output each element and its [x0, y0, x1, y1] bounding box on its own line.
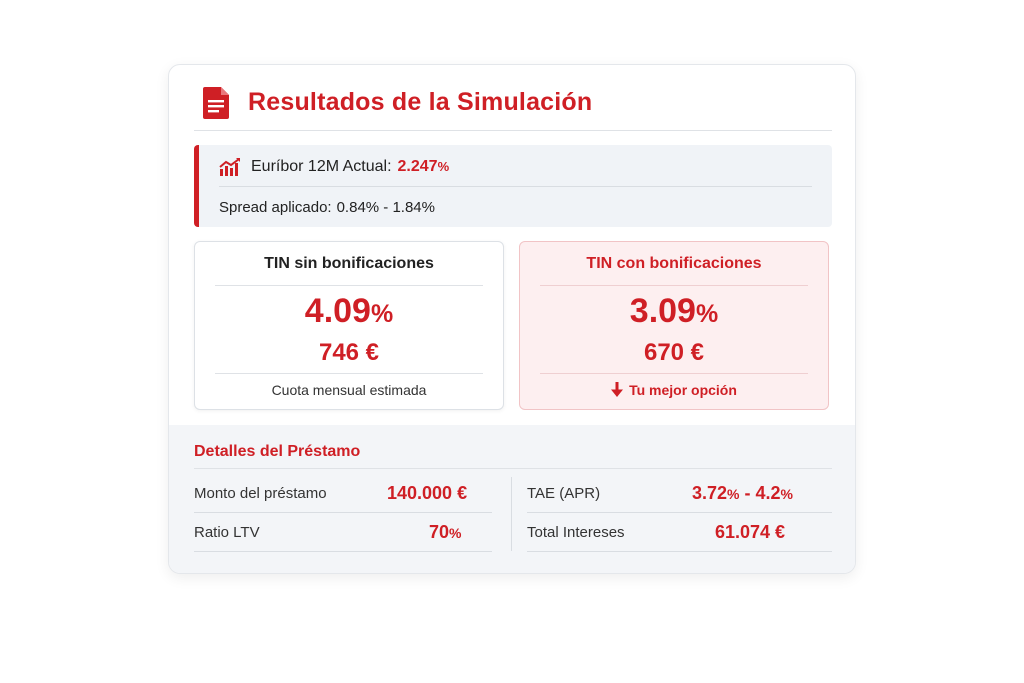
tin-with-fee: 670 € — [643, 339, 705, 366]
spread-label: Spread aplicado: — [219, 198, 332, 216]
detail-label: Monto del préstamo — [194, 484, 327, 502]
detail-label: TAE (APR) — [527, 484, 601, 502]
loan-details-title: Detalles del Préstamo — [194, 435, 832, 469]
tin-without-footer: Cuota mensual estimada — [215, 373, 483, 405]
detail-value: 3.72% - 4.2% — [692, 482, 793, 503]
tin-with-title: TIN con bonificaciones — [540, 242, 808, 286]
tin-without-rate: 4.09% — [304, 292, 394, 330]
detail-value: 61.074 € — [715, 521, 786, 542]
tin-with-rate: 3.09% — [629, 292, 719, 330]
tin-without-card: TIN sin bonificaciones 4.09% 746 € Cuota… — [194, 241, 504, 410]
detail-value: 140.000 € — [387, 482, 468, 503]
tin-with-card: TIN con bonificaciones 3.09% 670 € Tu me… — [519, 241, 829, 410]
column-divider — [511, 477, 512, 551]
detail-row-amount: Monto del préstamo 140.000 € — [194, 474, 492, 513]
detail-label: Ratio LTV — [194, 523, 260, 541]
arrow-down-icon — [611, 382, 624, 397]
spread-value: 0.84% - 1.84% — [336, 198, 435, 216]
detail-value: 70% — [429, 521, 462, 542]
document-icon — [203, 86, 229, 119]
results-header: Resultados de la Simulación — [194, 85, 832, 131]
page-title: Resultados de la Simulación — [248, 88, 593, 116]
best-option-label: Tu mejor opción — [629, 381, 737, 398]
euribor-label: Euríbor 12M Actual: — [251, 157, 392, 175]
detail-row-interest: Total Intereses 61.074 € — [527, 513, 832, 552]
tin-with-footer: Tu mejor opción — [540, 373, 808, 405]
detail-label: Total Intereses — [527, 523, 625, 541]
rates-panel: Euríbor 12M Actual: 2.247% Spread aplica… — [194, 145, 832, 227]
detail-row-tae: TAE (APR) 3.72% - 4.2% — [527, 474, 832, 513]
tin-without-fee: 746 € — [318, 339, 380, 366]
spread-row: Spread aplicado: 0.84% - 1.84% — [219, 187, 812, 227]
tin-without-title: TIN sin bonificaciones — [215, 242, 483, 286]
detail-row-ltv: Ratio LTV 70% — [194, 513, 492, 552]
chart-trend-icon — [219, 157, 240, 176]
euribor-value: 2.247% — [397, 157, 450, 175]
results-card: Resultados de la Simulación Euríbor 12M … — [168, 64, 856, 574]
euribor-row: Euríbor 12M Actual: 2.247% — [219, 147, 812, 187]
loan-details-section: Detalles del Préstamo Monto del préstamo… — [169, 425, 855, 573]
